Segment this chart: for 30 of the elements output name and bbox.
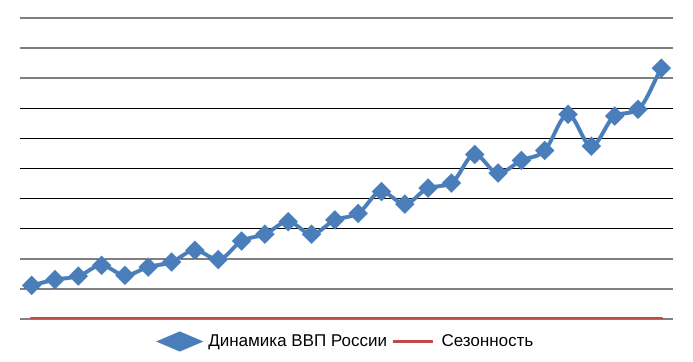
- point: [372, 182, 390, 201]
- point: [302, 225, 321, 244]
- point: [442, 174, 460, 192]
- legend-label: Сезонность: [441, 331, 534, 350]
- point: [326, 210, 344, 229]
- point: [139, 258, 158, 276]
- legend-label: Динамика ВВП России: [208, 331, 387, 350]
- point: [22, 276, 41, 294]
- point: [46, 270, 64, 289]
- point: [69, 267, 88, 286]
- point: [489, 164, 508, 182]
- point: [652, 59, 670, 78]
- point: [536, 141, 554, 160]
- point: [559, 105, 578, 124]
- point: [186, 241, 204, 260]
- point: [349, 204, 368, 222]
- point: [256, 225, 274, 244]
- point: [606, 107, 624, 126]
- point: [419, 179, 438, 198]
- point: [279, 212, 298, 231]
- point: [209, 250, 228, 269]
- point: [92, 256, 111, 274]
- point: [466, 145, 484, 164]
- point: [629, 100, 648, 118]
- point: [162, 253, 181, 272]
- point: [582, 137, 600, 156]
- point: [116, 266, 134, 284]
- point: [512, 151, 530, 170]
- point: [232, 232, 251, 250]
- point: [396, 195, 414, 214]
